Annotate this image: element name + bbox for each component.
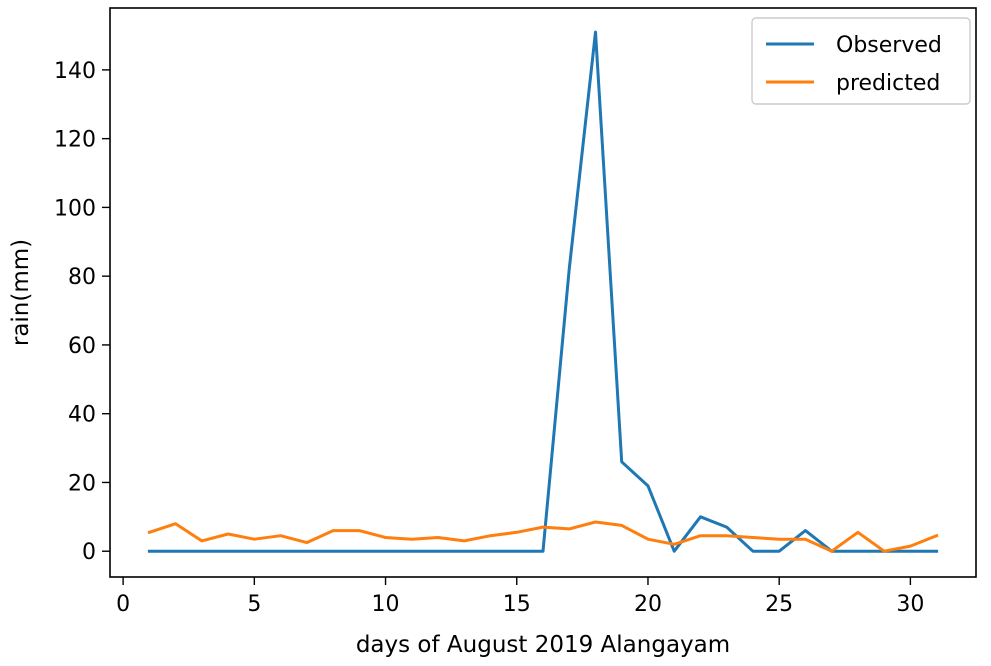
y-tick-label: 40 — [68, 403, 96, 428]
x-tick-label: 25 — [765, 592, 793, 617]
legend-label: Observed — [836, 33, 942, 58]
x-tick-label: 5 — [247, 592, 261, 617]
y-tick-label: 140 — [54, 59, 96, 84]
y-tick-label: 100 — [54, 196, 96, 221]
y-tick-label: 60 — [68, 334, 96, 359]
x-tick-label: 10 — [372, 592, 400, 617]
y-axis-label: rain(mm) — [8, 239, 34, 346]
y-tick-label: 20 — [68, 471, 96, 496]
x-tick-label: 20 — [634, 592, 662, 617]
legend: Observed predicted — [751, 17, 971, 105]
plot-series — [147, 30, 939, 553]
series-predicted — [147, 520, 939, 553]
plot-frame — [109, 7, 977, 578]
y-axis: 0 20 40 60 80 100 120 140 — [54, 59, 110, 565]
series-line-predicted — [147, 520, 939, 553]
series-line-observed — [147, 30, 939, 553]
x-tick-label: 15 — [503, 592, 531, 617]
y-tick-label: 80 — [68, 265, 96, 290]
x-tick-label: 30 — [896, 592, 924, 617]
x-axis-label: days of August 2019 Alangayam — [356, 632, 730, 658]
x-axis: 0 5 10 15 20 25 30 — [116, 577, 924, 617]
legend-label: predicted — [836, 71, 940, 96]
series-observed — [147, 30, 939, 553]
y-tick-label: 120 — [54, 128, 96, 153]
y-tick-label: 0 — [82, 540, 96, 565]
x-tick-label: 0 — [116, 592, 130, 617]
